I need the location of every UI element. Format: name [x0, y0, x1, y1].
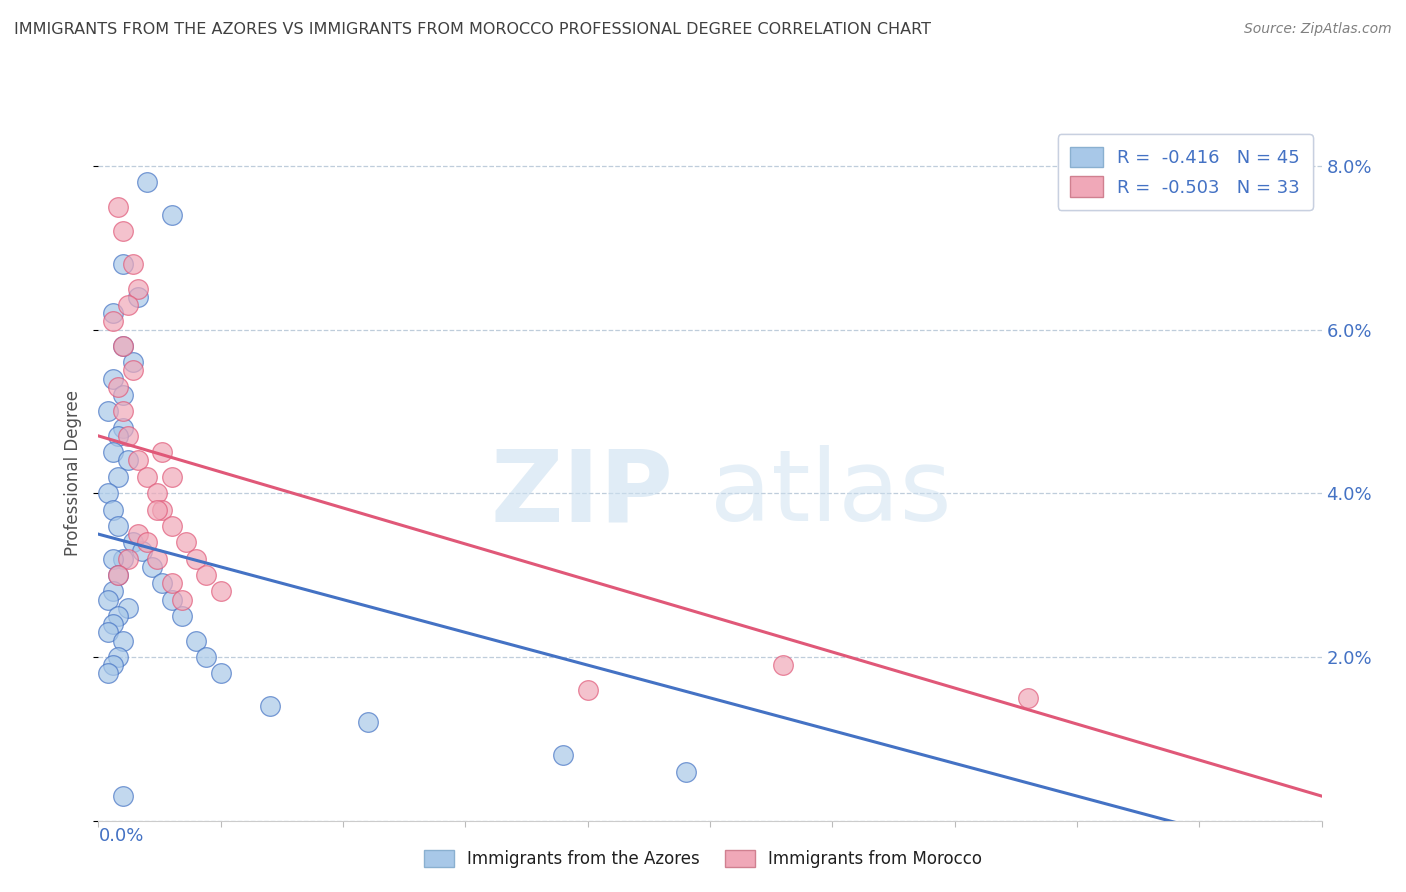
Point [160, 576, 183, 591]
Point [101, 314, 124, 328]
Point [97, 404, 120, 418]
Point [195, 568, 218, 582]
Point [111, 257, 134, 271]
Point [111, 339, 134, 353]
Point [150, 445, 173, 459]
Legend: Immigrants from the Azores, Immigrants from Morocco: Immigrants from the Azores, Immigrants f… [418, 843, 988, 875]
Point [117, 551, 139, 566]
Point [160, 208, 183, 222]
Point [117, 600, 139, 615]
Point [186, 551, 208, 566]
Point [101, 658, 124, 673]
Point [111, 421, 134, 435]
Text: IMMIGRANTS FROM THE AZORES VS IMMIGRANTS FROM MOROCCO PROFESSIONAL DEGREE CORREL: IMMIGRANTS FROM THE AZORES VS IMMIGRANTS… [14, 22, 931, 37]
Point [111, 633, 134, 648]
Point [121, 535, 143, 549]
Point [107, 568, 129, 582]
Point [209, 584, 232, 599]
Point [127, 282, 149, 296]
Point [107, 519, 129, 533]
Point [117, 429, 139, 443]
Point [111, 789, 134, 803]
Point [107, 649, 129, 664]
Point [259, 699, 281, 714]
Point [111, 388, 134, 402]
Point [186, 633, 208, 648]
Point [97, 625, 120, 640]
Point [101, 551, 124, 566]
Point [101, 306, 124, 320]
Text: 0.0%: 0.0% [98, 827, 143, 845]
Point [111, 224, 134, 238]
Point [117, 453, 139, 467]
Point [117, 298, 139, 312]
Point [146, 502, 169, 516]
Point [146, 551, 169, 566]
Point [127, 527, 149, 541]
Point [356, 715, 378, 730]
Point [127, 453, 149, 467]
Point [1017, 690, 1039, 705]
Point [101, 445, 124, 459]
Point [121, 355, 143, 369]
Point [101, 617, 124, 632]
Point [107, 200, 129, 214]
Point [576, 682, 599, 697]
Point [160, 592, 183, 607]
Point [97, 592, 120, 607]
Legend: R =  -0.416   N = 45, R =  -0.503   N = 33: R = -0.416 N = 45, R = -0.503 N = 33 [1057, 134, 1313, 210]
Point [101, 371, 124, 385]
Point [176, 535, 198, 549]
Y-axis label: Professional Degree: Professional Degree [65, 390, 83, 556]
Point [121, 257, 143, 271]
Point [107, 429, 129, 443]
Point [170, 609, 193, 624]
Point [97, 666, 120, 681]
Point [150, 576, 173, 591]
Point [170, 592, 193, 607]
Point [107, 609, 129, 624]
Point [107, 380, 129, 394]
Point [97, 486, 120, 500]
Point [136, 535, 159, 549]
Point [111, 551, 134, 566]
Point [160, 470, 183, 484]
Point [107, 470, 129, 484]
Point [160, 519, 183, 533]
Point [146, 486, 169, 500]
Point [195, 649, 218, 664]
Point [553, 748, 575, 763]
Point [101, 584, 124, 599]
Point [675, 764, 697, 779]
Point [772, 658, 794, 673]
Point [111, 404, 134, 418]
Point [121, 363, 143, 377]
Point [107, 568, 129, 582]
Text: atlas: atlas [710, 445, 952, 542]
Text: Source: ZipAtlas.com: Source: ZipAtlas.com [1244, 22, 1392, 37]
Point [127, 290, 149, 304]
Point [209, 666, 232, 681]
Text: ZIP: ZIP [491, 445, 673, 542]
Point [136, 175, 159, 189]
Point [131, 543, 153, 558]
Point [141, 560, 163, 574]
Point [150, 502, 173, 516]
Point [111, 339, 134, 353]
Point [101, 502, 124, 516]
Point [136, 470, 159, 484]
